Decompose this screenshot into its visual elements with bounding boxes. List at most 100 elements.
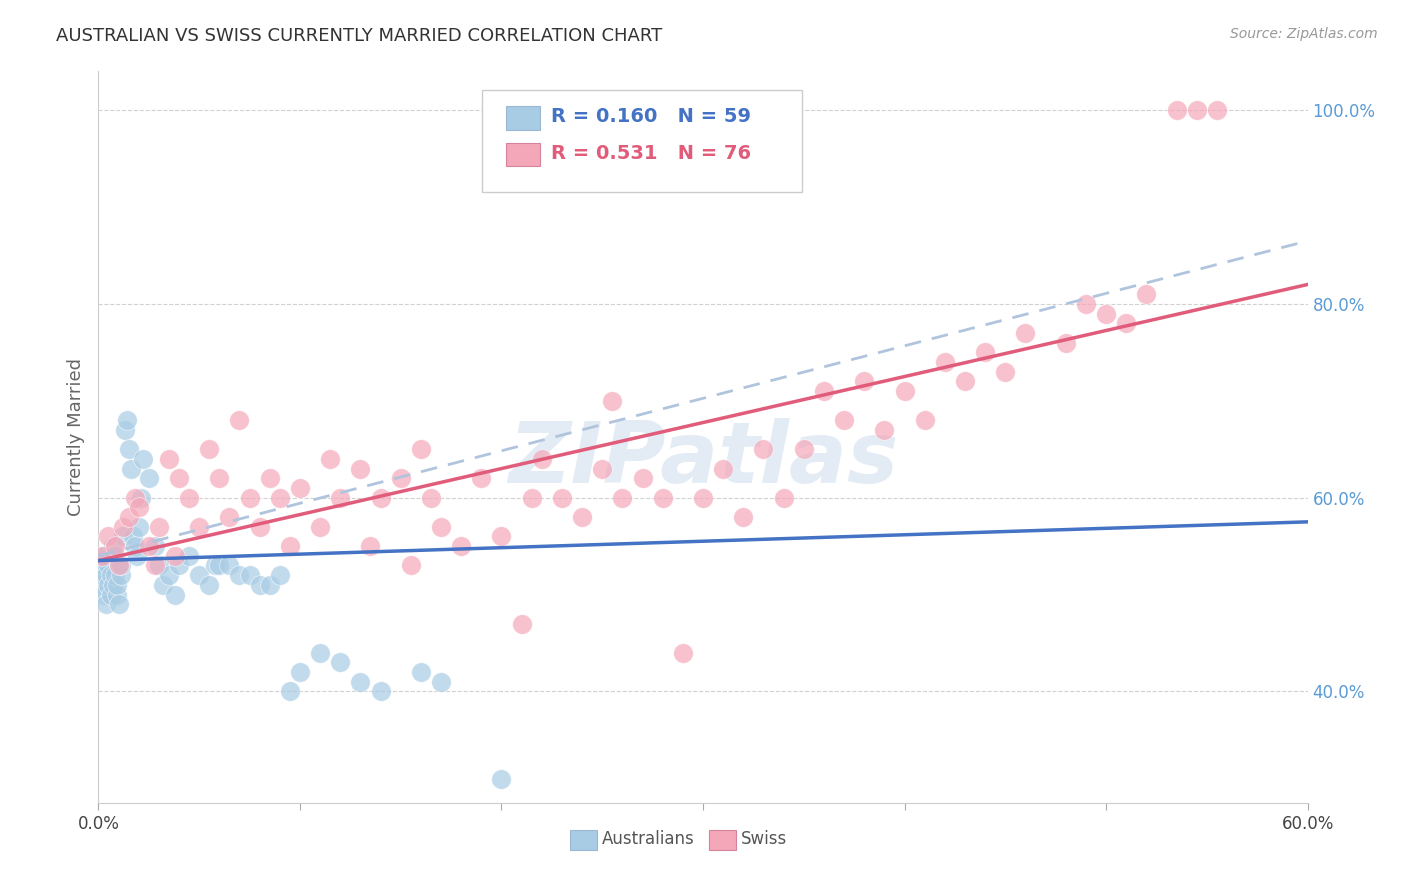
Point	[370, 491, 392, 505]
Point	[97, 578, 120, 592]
Point	[101, 578, 124, 592]
Point	[103, 539, 125, 553]
Point	[118, 442, 141, 457]
Text: ZIPatlas: ZIPatlas	[508, 417, 898, 500]
Point	[389, 471, 412, 485]
Point	[208, 558, 231, 573]
Point	[114, 423, 136, 437]
Point	[520, 491, 543, 505]
Point	[115, 413, 138, 427]
Text: Source: ZipAtlas.com: Source: ZipAtlas.com	[1230, 27, 1378, 41]
Point	[612, 491, 634, 505]
Point	[239, 568, 262, 582]
Point	[93, 549, 115, 563]
Point	[129, 491, 152, 505]
Point	[138, 471, 160, 485]
Point	[430, 519, 453, 533]
Point	[167, 558, 190, 573]
Point	[100, 568, 122, 582]
Point	[163, 587, 186, 601]
Point	[329, 656, 352, 670]
Point	[249, 519, 271, 533]
Point	[105, 578, 128, 592]
Point	[143, 539, 166, 553]
Point	[551, 491, 574, 505]
Point	[96, 568, 118, 582]
Point	[711, 461, 734, 475]
Point	[329, 491, 352, 505]
Point	[167, 471, 190, 485]
Point	[288, 665, 311, 679]
Text: Swiss: Swiss	[741, 830, 787, 848]
Point	[470, 471, 492, 485]
Point	[591, 461, 613, 475]
Point	[198, 578, 221, 592]
Point	[278, 539, 301, 553]
Point	[873, 423, 896, 437]
Point	[128, 519, 150, 533]
Point	[1166, 103, 1188, 117]
Point	[269, 568, 291, 582]
Point	[91, 568, 114, 582]
Point	[288, 481, 311, 495]
Point	[107, 597, 129, 611]
Point	[89, 578, 111, 592]
Text: Australians: Australians	[602, 830, 695, 848]
Point	[278, 684, 301, 698]
Point	[148, 558, 170, 573]
FancyBboxPatch shape	[482, 90, 803, 192]
Point	[1185, 103, 1208, 117]
Point	[893, 384, 915, 398]
Point	[91, 558, 114, 573]
Point	[105, 587, 128, 601]
Point	[157, 568, 180, 582]
Point	[188, 568, 211, 582]
Point	[360, 539, 382, 553]
Point	[914, 413, 936, 427]
Point	[101, 539, 124, 553]
Point	[120, 461, 142, 475]
Point	[1014, 326, 1036, 340]
Point	[97, 558, 120, 573]
Point	[510, 616, 533, 631]
Point	[853, 375, 876, 389]
Point	[103, 568, 125, 582]
Point	[152, 578, 174, 592]
Point	[103, 549, 125, 563]
Y-axis label: Currently Married: Currently Married	[66, 358, 84, 516]
Point	[349, 674, 371, 689]
Point	[420, 491, 443, 505]
Point	[1074, 297, 1097, 311]
Point	[110, 558, 132, 573]
Point	[118, 510, 141, 524]
Point	[100, 587, 122, 601]
Point	[163, 549, 186, 563]
Point	[107, 558, 129, 573]
Point	[602, 393, 624, 408]
Point	[110, 568, 132, 582]
Point	[399, 558, 422, 573]
Point	[228, 568, 250, 582]
Point	[198, 442, 221, 457]
FancyBboxPatch shape	[506, 143, 540, 167]
Point	[309, 646, 332, 660]
Point	[249, 578, 271, 592]
Point	[813, 384, 835, 398]
Text: R = 0.531   N = 76: R = 0.531 N = 76	[551, 144, 751, 162]
Point	[631, 471, 654, 485]
Point	[107, 558, 129, 573]
Point	[111, 519, 134, 533]
Point	[269, 491, 291, 505]
Point	[121, 529, 143, 543]
Point	[111, 529, 134, 543]
Point	[239, 491, 262, 505]
Point	[672, 646, 695, 660]
Point	[179, 549, 201, 563]
Point	[651, 491, 673, 505]
Point	[91, 549, 114, 563]
Point	[259, 471, 281, 485]
Point	[349, 461, 371, 475]
Point	[309, 519, 332, 533]
Point	[832, 413, 855, 427]
Point	[259, 578, 281, 592]
